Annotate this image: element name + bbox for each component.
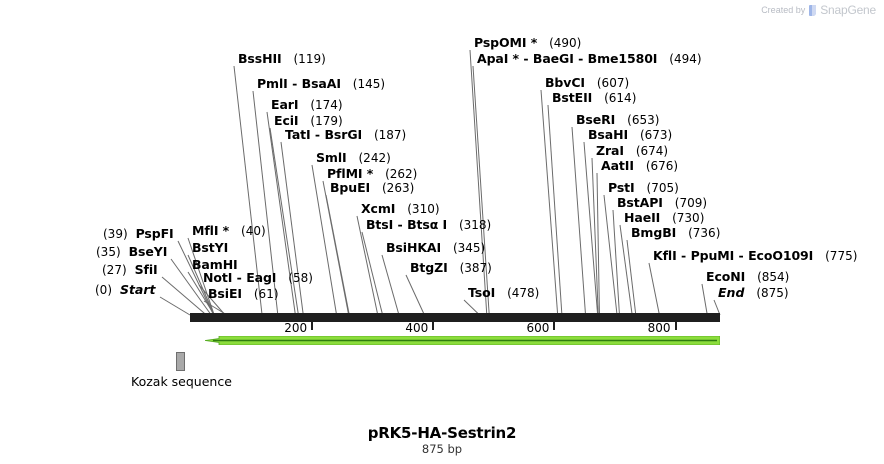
site-label-kfli-ppumi-ecoo109i[interactable]: KflI - PpuMI - EcoO109I (775) bbox=[653, 248, 858, 263]
site-label-end[interactable]: End (875) bbox=[718, 285, 789, 300]
site-label-bamhi[interactable]: BamHI bbox=[192, 257, 238, 272]
site-label-apai-baegi-bme1580i[interactable]: ApaI * - BaeGI - Bme1580I (494) bbox=[477, 51, 702, 66]
site-label-bsshii[interactable]: BssHII (119) bbox=[238, 51, 326, 66]
axis-tick-label: 800 bbox=[647, 321, 671, 335]
site-label-bstapi[interactable]: BstAPI (709) bbox=[617, 195, 708, 210]
site-label-haeii[interactable]: HaeII (730) bbox=[624, 210, 705, 225]
site-label-xcmi[interactable]: XcmI (310) bbox=[361, 201, 440, 216]
site-label-bsiei[interactable]: BsiEI (61) bbox=[208, 286, 279, 301]
site-label-sfii[interactable]: (27) SfiI bbox=[102, 262, 158, 277]
site-label-tsoi[interactable]: TsoI (478) bbox=[468, 285, 540, 300]
site-label-ecii[interactable]: EciI (179) bbox=[274, 113, 343, 128]
orf-arrow-shape bbox=[205, 336, 720, 345]
snapgene-brand-label: SnapGene bbox=[820, 3, 876, 17]
site-label-bstbeii[interactable]: BstEII (614) bbox=[552, 90, 637, 105]
plasmid-name: pRK5-HA-Sestrin2 bbox=[367, 424, 517, 442]
site-label-econi[interactable]: EcoNI (854) bbox=[706, 269, 790, 284]
site-label-noti-eagi[interactable]: NotI - EagI (58) bbox=[203, 270, 313, 285]
site-label-mfli[interactable]: MflI * (40) bbox=[192, 223, 266, 238]
axis-tick bbox=[674, 322, 677, 330]
site-label-smli[interactable]: SmlI (242) bbox=[316, 150, 391, 165]
axis-tick bbox=[311, 322, 314, 330]
site-label-tati-bsrgi[interactable]: TatI - BsrGI (187) bbox=[285, 127, 407, 142]
axis-tick bbox=[553, 322, 556, 330]
axis-tick bbox=[432, 322, 435, 330]
site-label-bmgbi[interactable]: BmgBI (736) bbox=[631, 225, 721, 240]
site-label-bstyi[interactable]: BstYI bbox=[192, 240, 229, 255]
site-label-bpuei[interactable]: BpuEI (263) bbox=[330, 180, 415, 195]
axis-tick-label: 400 bbox=[405, 321, 429, 335]
site-label-bbvci[interactable]: BbvCI (607) bbox=[545, 75, 630, 90]
site-label-btgzi[interactable]: BtgZI (387) bbox=[410, 260, 492, 275]
site-label-pmli-bsaai[interactable]: PmlI - BsaAI (145) bbox=[257, 76, 386, 91]
axis-tick-label: 600 bbox=[526, 321, 550, 335]
site-label-pspomi[interactable]: PspOMI * (490) bbox=[474, 35, 582, 50]
site-label-pspfi[interactable]: (39) PspFI bbox=[103, 226, 174, 241]
site-label-pflmi[interactable]: PflMI * (262) bbox=[327, 166, 418, 181]
created-by-label: Created by bbox=[761, 5, 806, 15]
kozak-sequence-feature[interactable] bbox=[176, 352, 185, 371]
site-label-bseri[interactable]: BseRI (653) bbox=[576, 112, 660, 127]
site-label-bseyi[interactable]: (35) BseYI bbox=[96, 244, 168, 259]
snapgene-logo-icon bbox=[809, 4, 817, 16]
site-label-start[interactable]: (0) Start bbox=[95, 282, 156, 297]
kozak-sequence-label: Kozak sequence bbox=[131, 374, 232, 389]
site-label-bsihkai[interactable]: BsiHKAI (345) bbox=[386, 240, 486, 255]
site-label-zrai[interactable]: ZraI (674) bbox=[596, 143, 669, 158]
site-label-btsi-btsai[interactable]: BtsI - Btsα I (318) bbox=[366, 217, 492, 232]
site-label-bsahi[interactable]: BsaHI (673) bbox=[588, 127, 673, 142]
site-label-psti[interactable]: PstI (705) bbox=[608, 180, 679, 195]
restriction-site-labels: (0) Start (27) SfiI (35) BseYI (39) PspFI Mf… bbox=[95, 35, 858, 301]
axis-bar bbox=[190, 313, 720, 322]
orf-arrow bbox=[205, 336, 720, 345]
site-label-eari[interactable]: EarI (174) bbox=[271, 97, 343, 112]
snapgene-watermark: Created by SnapGene bbox=[761, 3, 876, 17]
axis-tick-label: 200 bbox=[284, 321, 308, 335]
site-label-aatii[interactable]: AatII (676) bbox=[601, 158, 679, 173]
plasmid-size: 875 bp bbox=[421, 442, 463, 456]
